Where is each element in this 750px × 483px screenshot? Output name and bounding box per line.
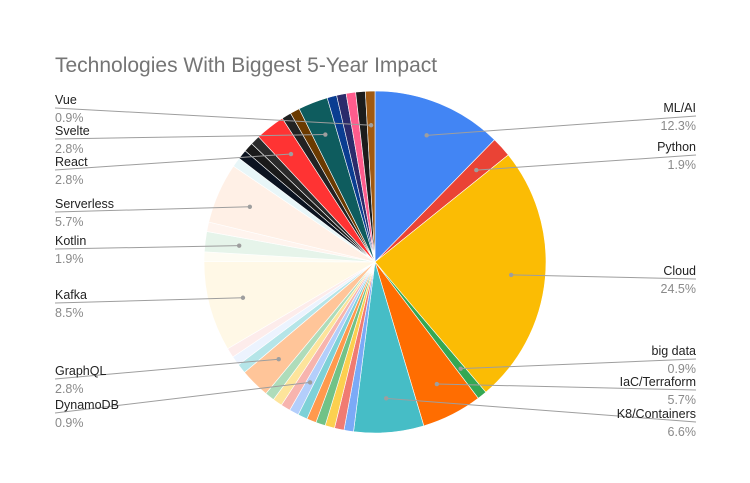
leader-line-react — [54, 153, 292, 171]
leader-lines — [54, 107, 697, 423]
slice-percent-ml-ai: 12.3% — [661, 119, 696, 133]
leader-line-svelte — [54, 134, 326, 140]
slice-label-ml-ai: ML/AI — [663, 101, 696, 115]
slice-labels: ML/AI 12.3% Python 1.9% Cloud 24.5% big data 0.… — [55, 93, 696, 439]
slice-label-graphql: GraphQL — [55, 364, 106, 378]
slice-label-react: React — [55, 155, 88, 169]
pie-slice-kafka — [203, 261, 377, 350]
leader-dot-ml-ai — [424, 133, 429, 138]
chart-title: Technologies With Biggest 5-Year Impact — [55, 54, 437, 77]
slice-percent-kafka: 8.5% — [55, 306, 84, 320]
leader-line-kotlin — [54, 245, 240, 250]
leader-line-kafka — [54, 297, 243, 304]
leader-line-k8-containers — [386, 397, 697, 423]
leader-dot-python — [474, 167, 479, 173]
slice-percent-cloud: 24.5% — [661, 282, 696, 296]
slice-percent-big-data: 0.9% — [668, 362, 697, 376]
slice-label-cloud: Cloud — [663, 264, 696, 278]
slice-label-k8-containers: K8/Containers — [617, 407, 696, 421]
slice-label-iac-terraform: IaC/Terraform — [620, 375, 696, 389]
slice-percent-kotlin: 1.9% — [55, 252, 84, 266]
leader-line-cloud — [511, 274, 697, 280]
leader-line-dynamodb — [54, 381, 311, 414]
leader-line-iac-terraform — [436, 383, 697, 391]
slice-percent-dynamodb: 0.9% — [55, 416, 84, 430]
slice-label-serverless: Serverless — [55, 197, 114, 211]
leader-line-vue — [54, 107, 372, 126]
slice-percent-vue: 0.9% — [55, 111, 84, 125]
slice-percent-k8-containers: 6.6% — [668, 425, 697, 439]
leader-line-ml-ai — [426, 115, 697, 136]
slice-label-svelte: Svelte — [55, 124, 90, 138]
slice-label-dynamodb: DynamoDB — [55, 398, 119, 412]
slice-percent-react: 2.8% — [55, 173, 84, 187]
slice-percent-graphql: 2.8% — [55, 382, 84, 396]
leader-dot-iac-terraform — [434, 381, 440, 387]
leader-line-python — [476, 154, 697, 171]
slice-label-python: Python — [657, 140, 696, 154]
slice-label-big-data: big data — [652, 344, 697, 358]
pie-slice-ml-ai — [374, 90, 496, 263]
slice-percent-iac-terraform: 5.7% — [668, 393, 697, 407]
leader-line-serverless — [54, 206, 250, 213]
leader-dot-k8-containers — [383, 396, 389, 401]
slice-percent-svelte: 2.8% — [55, 142, 84, 156]
pie-slices — [203, 90, 547, 434]
leader-dot-cloud — [508, 272, 514, 278]
slice-label-kotlin: Kotlin — [55, 234, 86, 248]
leader-line-big-data — [460, 358, 697, 370]
slice-label-vue: Vue — [55, 93, 77, 107]
pie-slice-cloud — [374, 154, 547, 393]
pie-slice-vue — [365, 90, 376, 263]
slice-label-kafka: Kafka — [55, 288, 87, 302]
leader-line-graphql — [54, 358, 279, 380]
slice-percent-python: 1.9% — [668, 158, 697, 172]
slice-percent-serverless: 5.7% — [55, 215, 84, 229]
